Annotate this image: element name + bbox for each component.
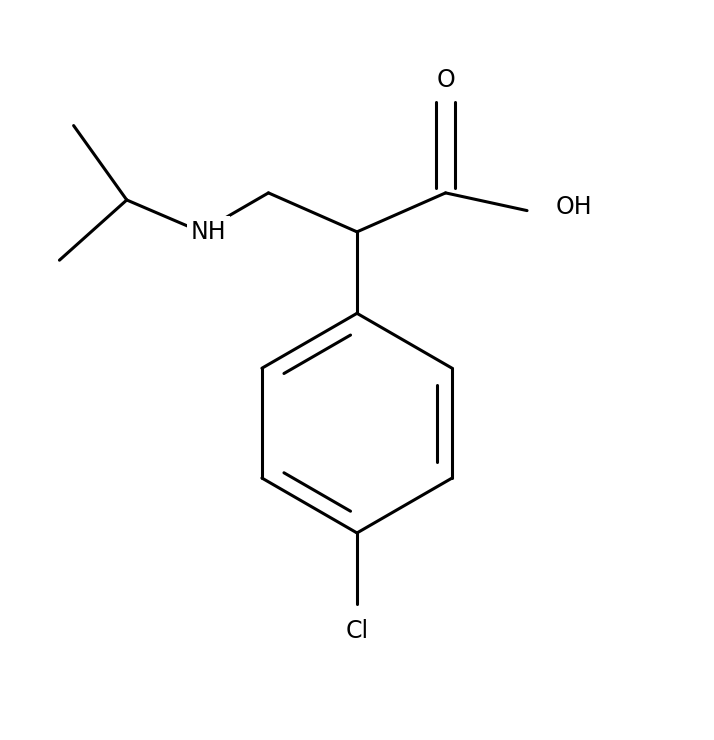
Text: OH: OH (555, 195, 592, 219)
Text: NH: NH (191, 220, 226, 244)
Text: O: O (436, 67, 455, 92)
Text: Cl: Cl (346, 619, 368, 643)
